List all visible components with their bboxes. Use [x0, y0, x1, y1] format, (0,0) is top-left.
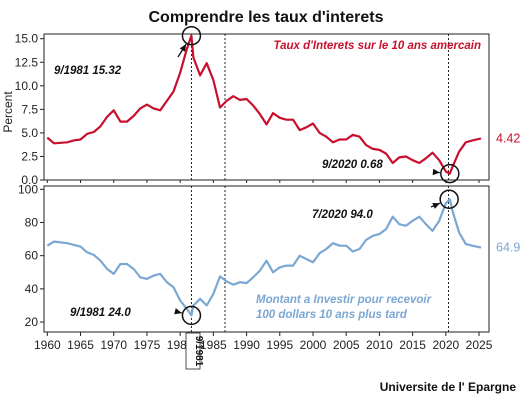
panel-interest-rate: 0.0 2.5 5.0 7.5 10.0 12.5 15.0 Percent Taux d'… — [1, 25, 520, 187]
x-tick-label: 2005 — [333, 338, 360, 352]
annotation-arrowhead — [174, 308, 182, 315]
vertical-markers-bottom — [190, 186, 449, 332]
y-ticks-top: 0.0 2.5 5.0 7.5 10.0 12.5 15.0 — [15, 32, 44, 187]
annotation-circle — [181, 305, 202, 326]
annotation-label: 7/2020 94.0 — [312, 209, 373, 221]
plot-frame-top — [43, 33, 490, 181]
plot-frame-bottom — [43, 185, 490, 333]
y-tick-label: 40 — [25, 282, 39, 296]
y-ticks-bottom: 20 40 60 80 100 — [18, 182, 44, 329]
x-tick-label: 2020 — [432, 338, 459, 352]
y-axis-label-top: Percent — [1, 91, 15, 133]
annotations-bottom: 9/1981 24.0 7/2020 94.0 — [70, 189, 459, 326]
annotation-circle — [440, 163, 460, 184]
annotation-arrowhead — [432, 168, 440, 176]
x-tick-label: 2025 — [466, 338, 493, 352]
series-line-interest-rate — [46, 34, 482, 175]
x-tick-label: 2010 — [366, 338, 393, 352]
vertical-marker-label: 9/1981 — [185, 332, 204, 370]
x-tick-label: 1990 — [233, 338, 260, 352]
x-tick-label: 1985 — [200, 338, 227, 352]
x-tick-label: 1965 — [67, 338, 94, 352]
vertical-marker-label-box — [185, 332, 201, 370]
annotation-circle — [439, 189, 459, 210]
legend-present-value-line: 100 dollars 10 ans plus tard — [256, 309, 408, 321]
last-value-present-value: 64.9 — [496, 241, 520, 255]
y-tick-label: 12.5 — [15, 55, 39, 69]
y-tick-label: 7.5 — [21, 102, 38, 116]
annotation-arrowhead — [432, 202, 440, 209]
y-tick-label: 0.0 — [21, 173, 38, 187]
annotation-label: 9/2020 0.68 — [322, 159, 383, 171]
source-credit: Universite de l' Epargne — [380, 380, 517, 394]
y-tick-label: 60 — [25, 249, 39, 263]
vertical-markers-top — [190, 34, 449, 180]
annotation-circle — [181, 25, 202, 46]
y-tick-label: 5.0 — [21, 126, 38, 140]
last-value-interest-rate: 4.42 — [496, 131, 520, 145]
panel-present-value: 20 40 60 80 100 Montant a Investir pour rece… — [18, 182, 520, 333]
x-tick-label: 2015 — [399, 338, 426, 352]
legend-present-value-line: Montant a Investir pour recevoir — [256, 294, 432, 306]
x-tick-label: 2000 — [300, 338, 327, 352]
y-tick-label: 10.0 — [15, 79, 39, 93]
x-tick-label: 1960 — [34, 338, 61, 352]
legend-interest-rate: Taux d'Interets sur le 10 ans amercain — [274, 40, 481, 52]
y-tick-label: 80 — [25, 216, 39, 230]
y-tick-label: 15.0 — [15, 32, 39, 46]
x-tick-label: 1995 — [266, 338, 293, 352]
series-line-present-value — [46, 198, 482, 317]
vertical-marker-label-text: 9/1981 — [193, 336, 204, 367]
y-tick-label: 2.5 — [21, 149, 38, 163]
annotation-label: 9/1981 24.0 — [70, 307, 131, 319]
y-tick-label: 20 — [25, 315, 39, 329]
x-tick-label: 1975 — [134, 338, 161, 352]
y-tick-label: 100 — [18, 182, 38, 196]
annotation-label: 9/1981 15.32 — [54, 65, 122, 77]
annotation-arrowhead — [179, 44, 187, 52]
legend-present-value: Montant a Investir pour recevoir 100 doll… — [256, 294, 432, 321]
annotations-top: 9/1981 15.32 9/2020 0.68 — [54, 25, 460, 184]
chart-title: Comprendre les taux d'interets — [149, 9, 384, 26]
x-tick-label: 1970 — [100, 338, 127, 352]
